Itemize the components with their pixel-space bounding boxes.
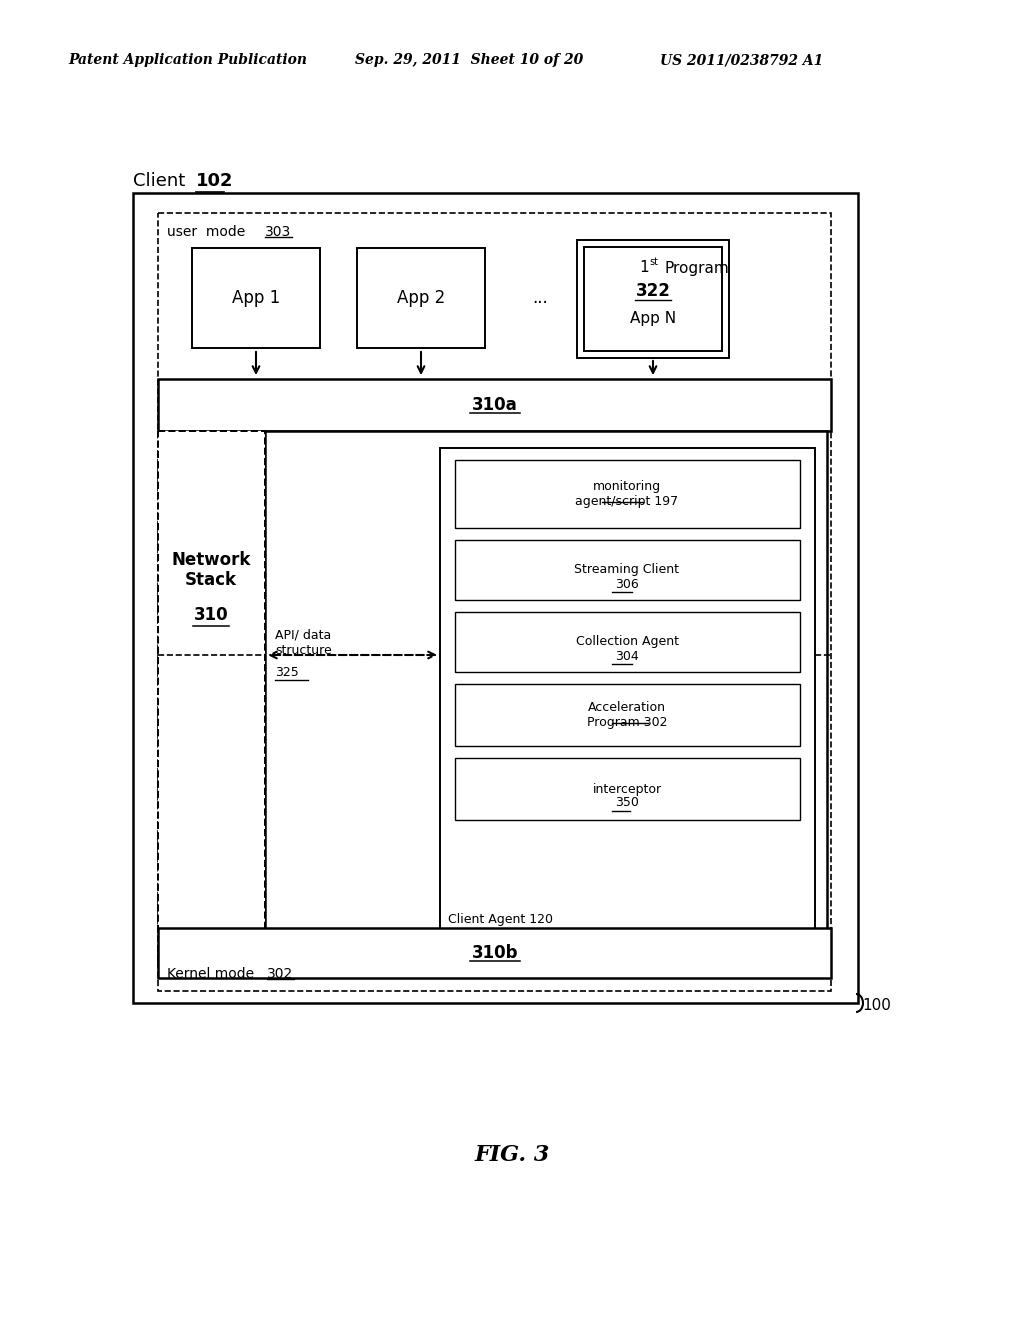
- Text: App N: App N: [630, 310, 676, 326]
- Text: 302: 302: [267, 968, 293, 981]
- Bar: [455, 540, 800, 601]
- Text: st: st: [649, 257, 658, 267]
- Text: Sep. 29, 2011  Sheet 10 of 20: Sep. 29, 2011 Sheet 10 of 20: [355, 53, 584, 67]
- Bar: [133, 193, 858, 1003]
- Text: API/ data
structure: API/ data structure: [275, 630, 332, 657]
- Text: 322: 322: [636, 282, 671, 300]
- Bar: [158, 213, 831, 991]
- Bar: [584, 247, 722, 351]
- Text: Client: Client: [133, 172, 191, 190]
- Text: FIG. 3: FIG. 3: [474, 1144, 550, 1166]
- Bar: [158, 432, 265, 961]
- Bar: [455, 612, 800, 672]
- Bar: [440, 447, 815, 939]
- Bar: [455, 459, 800, 528]
- Text: interceptor: interceptor: [593, 783, 662, 796]
- Text: US 2011/0238792 A1: US 2011/0238792 A1: [660, 53, 823, 67]
- Bar: [265, 432, 827, 961]
- Text: 1: 1: [639, 260, 649, 276]
- Text: Kernel mode: Kernel mode: [167, 968, 258, 981]
- Text: 325: 325: [275, 665, 299, 678]
- Text: 306: 306: [615, 578, 639, 590]
- Text: Collection Agent: Collection Agent: [575, 635, 679, 648]
- Bar: [158, 379, 831, 432]
- Bar: [357, 248, 485, 348]
- Bar: [193, 248, 319, 348]
- Text: monitoring
agent/script 197: monitoring agent/script 197: [575, 480, 679, 508]
- Text: 304: 304: [615, 649, 639, 663]
- Text: user  mode: user mode: [167, 224, 250, 239]
- Bar: [577, 240, 729, 358]
- Text: Patent Application Publication: Patent Application Publication: [68, 53, 307, 67]
- Text: Client Agent 120: Client Agent 120: [449, 913, 553, 927]
- Text: 350: 350: [615, 796, 639, 809]
- Text: 310a: 310a: [472, 396, 518, 414]
- Text: Network
Stack: Network Stack: [171, 550, 251, 590]
- Text: Streaming Client: Streaming Client: [574, 564, 680, 577]
- Text: 303: 303: [265, 224, 291, 239]
- Text: Acceleration
Program 302: Acceleration Program 302: [587, 701, 668, 729]
- Text: 100: 100: [862, 998, 891, 1012]
- Text: 102: 102: [196, 172, 233, 190]
- Text: ...: ...: [532, 289, 548, 308]
- Bar: [455, 684, 800, 746]
- Text: App 2: App 2: [397, 289, 445, 308]
- Text: 310b: 310b: [472, 944, 518, 962]
- Text: App 1: App 1: [231, 289, 281, 308]
- Text: Program: Program: [665, 260, 730, 276]
- Bar: [455, 758, 800, 820]
- Bar: [158, 928, 831, 978]
- Text: 310: 310: [194, 606, 228, 624]
